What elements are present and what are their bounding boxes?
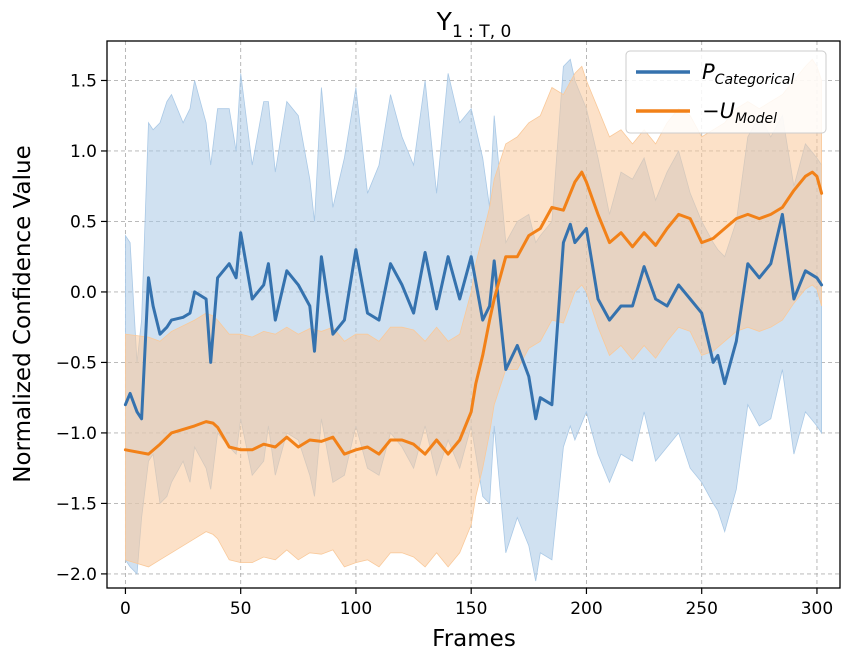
y-tick-label: −1.0 (56, 424, 97, 444)
series-lines (123, 170, 824, 456)
legend: PCategorical −UModel (625, 50, 827, 134)
confidence-bands (125, 58, 822, 582)
x-axis-label: Frames (432, 626, 516, 652)
y-tick-label: −0.5 (56, 353, 97, 373)
y-tick-label: 1.0 (70, 142, 97, 162)
y-tick-label: −2.0 (56, 565, 97, 585)
y-tick-label: 0.5 (70, 212, 97, 232)
y-tick-label: −1.5 (56, 494, 97, 514)
series-line-0 (123, 212, 824, 421)
x-tick-label: 300 (801, 599, 833, 619)
x-tick-label: 150 (455, 599, 487, 619)
y-tick-label: 0.0 (70, 283, 97, 303)
plot-frame (106, 40, 841, 589)
x-tick-label: 100 (340, 599, 372, 619)
y-axis-label: Normalized Confidence Value (10, 145, 36, 483)
x-tick-label: 50 (230, 599, 252, 619)
legend-label-categorical: PCategorical (702, 60, 795, 88)
axis-ticks: 0 50 100 150 200 250 300 −2.0 −1.5 −1.0 −0.5 0.0 0.5… (56, 71, 833, 619)
chart-title: Y1 : T, 0 (436, 7, 512, 42)
x-tick-label: 200 (570, 599, 602, 619)
chart-title-subscript: 1 : T, 0 (452, 22, 511, 42)
chart-title-main: Y (436, 7, 453, 36)
y-tick-label: 1.5 (70, 71, 97, 91)
x-tick-label: 250 (685, 599, 717, 619)
legend-label-model: −UModel (702, 99, 777, 127)
confidence-band-1 (125, 58, 822, 568)
x-tick-label: 0 (120, 599, 131, 619)
series-line-1 (123, 170, 824, 456)
